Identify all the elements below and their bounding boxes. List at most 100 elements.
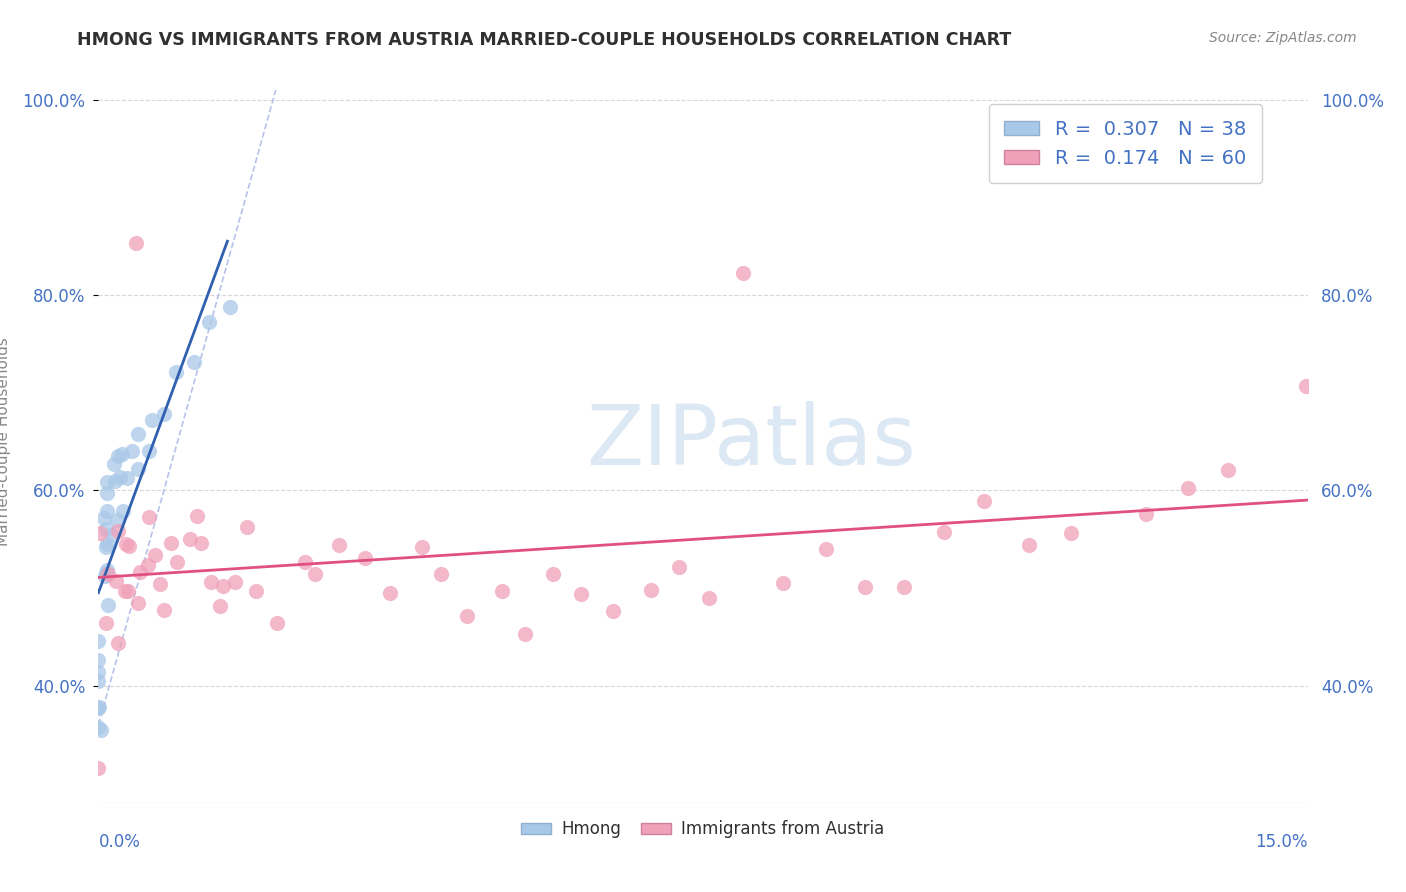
Point [160, 535, 183, 549]
Point [127, 462, 149, 476]
Point [87, 699, 110, 714]
Point [89, 526, 111, 541]
Point [110, 470, 132, 484]
Point [1177, 481, 1199, 495]
Point [266, 615, 288, 630]
Point [853, 580, 876, 594]
Point [1216, 462, 1239, 476]
Point [212, 578, 235, 592]
Point [138, 443, 160, 458]
Point [932, 525, 955, 540]
Text: 0.0%: 0.0% [98, 833, 141, 851]
Legend: Hmong, Immigrants from Austria: Hmong, Immigrants from Austria [515, 814, 891, 845]
Point [101, 528, 124, 542]
Point [224, 575, 246, 590]
Point [96, 615, 118, 630]
Point [1295, 379, 1317, 393]
Point [378, 586, 401, 600]
Point [103, 457, 125, 471]
Point [97, 598, 120, 612]
Point [96, 475, 118, 489]
Point [104, 574, 127, 588]
Text: HMONG VS IMMIGRANTS FROM AUSTRIA MARRIED-COUPLE HOUSEHOLDS CORRELATION CHART: HMONG VS IMMIGRANTS FROM AUSTRIA MARRIED… [77, 31, 1011, 49]
Point [198, 315, 221, 329]
Point [94, 569, 117, 583]
Point [96, 537, 118, 551]
Point [304, 567, 326, 582]
Point [772, 575, 794, 590]
Point [1059, 526, 1081, 541]
Point [87, 634, 110, 648]
Point [124, 235, 146, 250]
Point [668, 560, 690, 574]
Point [733, 266, 755, 280]
Point [186, 508, 208, 523]
Text: ZIPatlas: ZIPatlas [586, 401, 917, 482]
Point [90, 723, 112, 738]
Point [97, 567, 120, 582]
Point [107, 450, 129, 464]
Point [541, 567, 564, 582]
Point [94, 540, 117, 554]
Point [200, 574, 222, 589]
Point [456, 609, 478, 624]
Point [166, 555, 188, 569]
Point [111, 503, 134, 517]
Point [1018, 538, 1040, 552]
Point [602, 604, 624, 618]
Point [328, 538, 350, 552]
Point [208, 599, 231, 613]
Point [87, 653, 110, 667]
Point [115, 537, 138, 551]
Point [491, 583, 513, 598]
Point [143, 548, 166, 562]
Point [96, 564, 118, 578]
Point [94, 522, 117, 536]
Point [697, 591, 720, 605]
Point [245, 583, 267, 598]
Point [87, 701, 110, 715]
Point [569, 587, 592, 601]
Point [96, 566, 118, 580]
Point [640, 583, 662, 598]
Point [149, 576, 172, 591]
Point [141, 413, 163, 427]
Point [179, 532, 201, 546]
Point [814, 541, 837, 556]
Point [115, 471, 138, 485]
Point [87, 720, 110, 734]
Point [111, 447, 134, 461]
Point [87, 665, 110, 679]
Point [118, 540, 141, 554]
Point [121, 443, 143, 458]
Text: 15.0%: 15.0% [1256, 833, 1308, 851]
Y-axis label: Married-couple Households: Married-couple Households [0, 337, 11, 546]
Point [218, 300, 240, 314]
Point [165, 365, 187, 379]
Point [138, 509, 160, 524]
Point [893, 580, 915, 594]
Point [152, 408, 174, 422]
Point [96, 504, 118, 518]
Point [153, 603, 176, 617]
Point [127, 427, 149, 442]
Point [354, 551, 377, 566]
Point [107, 524, 129, 538]
Point [236, 519, 259, 533]
Point [127, 596, 149, 610]
Point [430, 566, 453, 581]
Point [104, 474, 127, 488]
Point [107, 636, 129, 650]
Point [1135, 507, 1157, 521]
Point [117, 584, 139, 599]
Point [136, 558, 159, 572]
Point [513, 627, 536, 641]
Point [105, 513, 128, 527]
Point [183, 355, 205, 369]
Point [114, 583, 136, 598]
Point [96, 485, 118, 500]
Text: Source: ZipAtlas.com: Source: ZipAtlas.com [1209, 31, 1357, 45]
Point [87, 761, 110, 775]
Point [973, 494, 995, 508]
Point [129, 565, 152, 579]
